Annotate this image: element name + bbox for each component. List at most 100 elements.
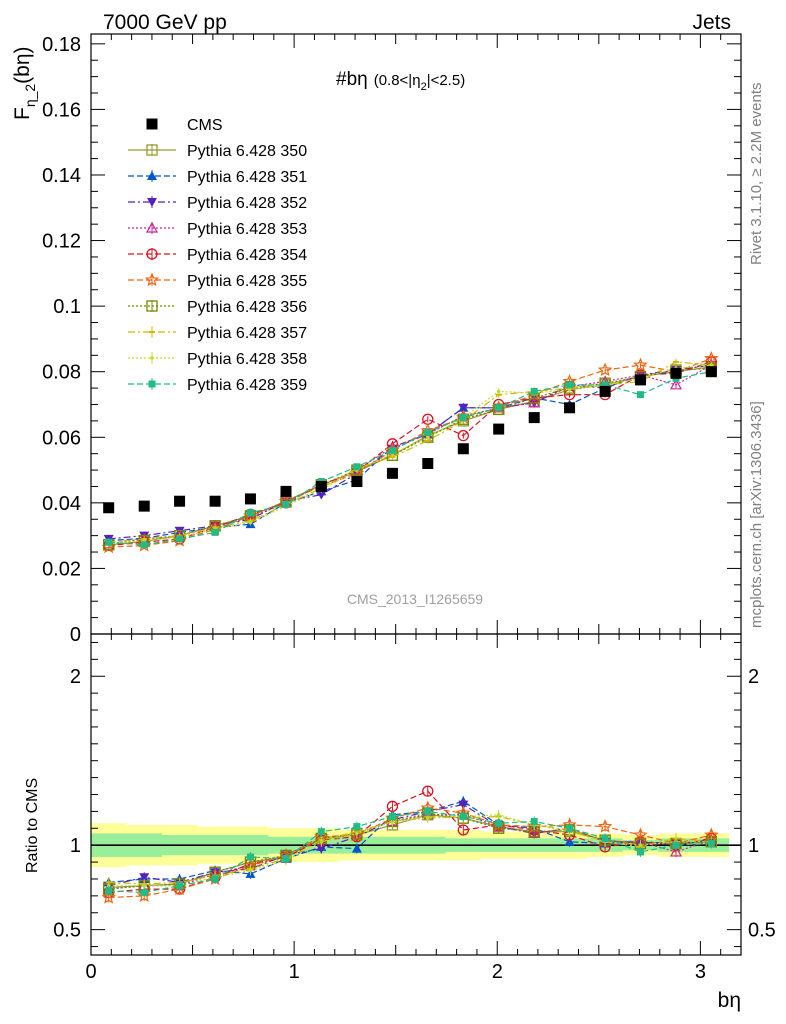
cms-point-13 [564, 402, 576, 414]
cms-point-12 [528, 412, 540, 424]
ratio-y-tick-label: 0.5 [53, 920, 81, 942]
cms-point-17 [705, 366, 717, 378]
legend-entry-5: Pythia 6.428 354 [128, 247, 307, 264]
legend-entry-10: Pythia 6.428 359 [128, 377, 307, 394]
legend-entry-8: Pythia 6.428 357 [128, 325, 307, 342]
cms-point-6 [315, 480, 327, 492]
series-10 [105, 368, 715, 549]
legend: CMS Pythia 6.428 350 Pythia 6.428 351 Pythi… [128, 117, 307, 394]
ratio-y-tick-label-right: 1 [748, 835, 759, 857]
y-tick-label: 0.14 [42, 165, 81, 187]
ratio-y-tick-label-right: 2 [748, 666, 759, 688]
cms-point-9 [422, 458, 434, 470]
legend-marker-9 [150, 356, 154, 360]
legend-label-9: Pythia 6.428 358 [187, 351, 307, 368]
panel-title-cut: (0.8<|η2|<2.5) [374, 72, 466, 93]
cms-point-5 [280, 485, 292, 497]
mcplots-label: mcplots.cern.ch [arXiv:1306.3436] [748, 401, 765, 628]
ratio-y-tick-label: 1 [70, 835, 81, 857]
cms-point-11 [493, 423, 505, 435]
legend-entry-2: Pythia 6.428 351 [128, 169, 307, 186]
legend-label-10: Pythia 6.428 359 [187, 377, 307, 394]
legend-label-5: Pythia 6.428 354 [187, 247, 307, 264]
header-right: Jets [692, 11, 731, 34]
legend-marker-1 [146, 144, 158, 156]
panel-title-cut-sub: 2 [421, 81, 427, 93]
y-tick-label: 0.02 [42, 558, 81, 580]
legend-label-1: Pythia 6.428 350 [187, 143, 307, 160]
legend-marker-2 [147, 171, 157, 180]
y-tick-label: 0.12 [42, 231, 81, 253]
series-10-line [108, 371, 712, 546]
legend-entry-4: Pythia 6.428 353 [128, 221, 307, 238]
x-tick-label: 2 [492, 961, 503, 983]
ratio-series-9-line [108, 814, 712, 887]
legend-marker-5 [146, 248, 158, 260]
cms-point-8 [386, 467, 398, 479]
y-tick-label: 0 [70, 624, 81, 646]
cms-point-7 [351, 476, 363, 488]
legend-label-7: Pythia 6.428 356 [187, 299, 307, 316]
legend-entry-6: Pythia 6.428 355 [128, 272, 307, 290]
ratio-series-4-line [108, 814, 712, 890]
y-tick-label: 0.08 [42, 362, 81, 384]
legend-label-0: CMS [187, 117, 223, 134]
legend-entry-7: Pythia 6.428 356 [128, 299, 307, 316]
legend-label-3: Pythia 6.428 352 [187, 195, 307, 212]
y-label-main: F [11, 107, 34, 120]
ratio-series-10 [105, 806, 715, 898]
analysis-id: CMS_2013_I1265659 [347, 591, 483, 607]
series-layer [101, 351, 719, 904]
ratio-frame [90, 633, 742, 956]
panel-title-cut-prefix: (0.8<|η [374, 72, 421, 89]
legend-marker-7 [146, 300, 158, 312]
legend-label-4: Pythia 6.428 353 [187, 221, 307, 238]
x-tick-label: 3 [695, 961, 706, 983]
y-tick-label: 0.1 [53, 296, 81, 318]
legend-entry-9: Pythia 6.428 358 [128, 351, 307, 368]
y-axis-label: Fη_2(bη) [11, 46, 38, 120]
cms-point-14 [599, 385, 611, 397]
ratio-y-tick-label-right: 0.5 [748, 920, 776, 942]
x-tick-label: 0 [85, 961, 96, 983]
y-label-suffix: (bη) [11, 46, 34, 83]
y-tick-label: 0.04 [42, 493, 81, 515]
panel-title-main: #bη [336, 69, 368, 90]
legend-marker-6 [144, 272, 160, 287]
header-left: 7000 GeV pp [103, 11, 227, 34]
y-tick-label: 0.16 [42, 99, 81, 121]
y-label-sub: η_2 [22, 84, 38, 108]
series-7-line [108, 367, 712, 546]
legend-label-8: Pythia 6.428 357 [187, 325, 307, 342]
ratio-series-10-line [108, 810, 712, 894]
series-9-line [108, 364, 712, 545]
cms-point-0 [103, 502, 115, 514]
axes-layer: 0 1 2 3 0 0.02 0.04 0.06 0.08 0.1 0.12 0.14 0.16 0.18… [42, 33, 776, 983]
panel-title: #bη (0.8<|η2|<2.5) [336, 69, 465, 93]
series-cms [103, 366, 717, 514]
legend-entry-3: Pythia 6.428 352 [128, 195, 307, 212]
y-tick-label: 0.06 [42, 427, 81, 449]
legend-entry-0: CMS [146, 117, 223, 134]
x-axis-label: bη [718, 989, 741, 1012]
ratio-y-tick-label: 2 [70, 666, 81, 688]
cms-point-15 [634, 374, 646, 386]
legend-entry-1: Pythia 6.428 350 [128, 143, 307, 160]
series-5-point-10 [457, 429, 469, 442]
cms-point-2 [174, 495, 186, 507]
series-4-point-16 [669, 378, 683, 390]
cms-point-16 [670, 367, 682, 379]
y-tick-label: 0.18 [42, 34, 81, 56]
panel-title-cut-suffix: |<2.5) [427, 72, 466, 89]
legend-marker-0 [146, 118, 158, 130]
legend-marker-3 [147, 198, 157, 207]
rivet-label: Rivet 3.1.10, ≥ 2.2M events [748, 83, 765, 266]
cms-point-4 [244, 493, 256, 505]
ratio-axis-label: Ratio to CMS [24, 778, 41, 873]
cms-point-10 [457, 443, 469, 455]
legend-label-6: Pythia 6.428 355 [187, 273, 307, 290]
cms-point-1 [138, 500, 150, 512]
cms-point-3 [209, 495, 221, 507]
